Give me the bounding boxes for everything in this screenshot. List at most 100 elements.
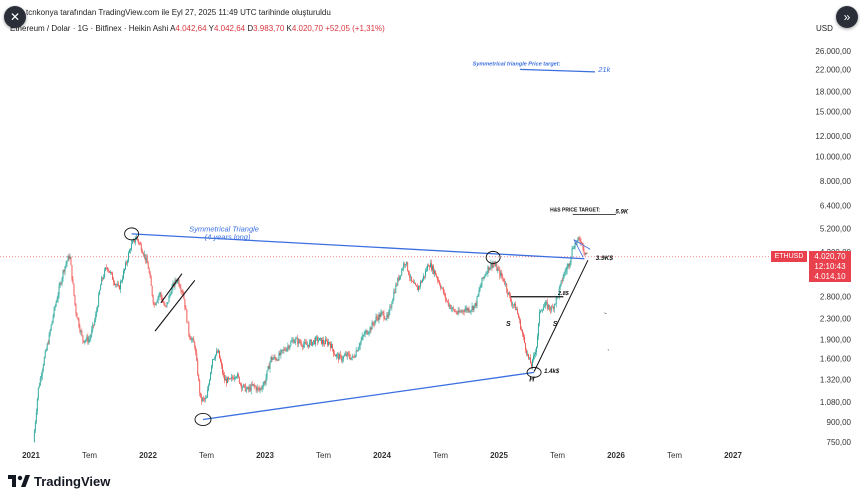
currency-label: USD <box>816 24 833 33</box>
annotation-head: H <box>529 376 535 383</box>
candle-body-up <box>492 263 494 268</box>
candle-body-down <box>466 307 468 311</box>
candle-body-down <box>222 365 223 374</box>
candle-body-down <box>347 352 349 355</box>
annotation-sym_triangle: Symmetrical Triangle <box>189 225 259 234</box>
author-line: tcnkonya tarafından TradingView.com ile … <box>26 8 331 17</box>
candle-body-down <box>356 350 358 352</box>
candle-body-down <box>152 295 154 304</box>
close-button[interactable]: ✕ <box>4 6 26 28</box>
candle-body-down <box>506 283 508 291</box>
candle-body-down <box>528 353 529 359</box>
candle-body-up <box>359 342 361 347</box>
candle-body-up <box>215 354 217 359</box>
candle-body-up <box>529 357 530 359</box>
candle-body-up <box>92 324 94 330</box>
candle-body-up <box>56 299 58 303</box>
candle-body-down <box>327 340 328 345</box>
candle-body-up <box>49 330 51 334</box>
candle-body-up <box>571 248 573 257</box>
candle-body-down <box>447 301 449 306</box>
price-tag-countdown: 12:10:43 <box>809 261 851 272</box>
candle-body-up <box>242 384 244 388</box>
y-tick-label: 750,00 <box>827 438 852 447</box>
candle-body-up <box>346 352 348 357</box>
candle-body-down <box>79 326 81 332</box>
candle-body-up <box>115 284 116 286</box>
candle-body-down <box>114 282 115 285</box>
candle-body-down <box>583 249 585 253</box>
x-tick-label: Tem <box>316 451 331 460</box>
candle-body-up <box>450 308 452 310</box>
candle-body-up <box>480 284 482 288</box>
y-tick-label: 1.600,00 <box>820 354 852 363</box>
candle-body-down <box>305 341 307 344</box>
candle-body-down <box>142 253 144 256</box>
candle-body-up <box>368 332 370 334</box>
candle-body-down <box>249 387 251 391</box>
candle-body-down <box>77 317 79 319</box>
candle-body-down <box>264 381 266 384</box>
candle-body-up <box>296 338 298 340</box>
candle-body-up <box>245 388 247 392</box>
expand-button[interactable]: » <box>836 6 858 28</box>
candle-body-up <box>430 263 431 268</box>
candle-body-down <box>324 343 325 345</box>
candle-body-up <box>545 302 547 303</box>
candle-body-up <box>303 344 305 348</box>
candle-body-down <box>226 378 227 384</box>
candle-body-up <box>168 295 170 303</box>
annotation-hs_target: H&S PRICE TARGET: <box>550 208 600 214</box>
candle-body-up <box>250 384 252 391</box>
candle-body-up <box>62 270 64 279</box>
candle-body-up <box>367 333 369 335</box>
candle-body-up <box>33 431 35 442</box>
candle-body-up <box>420 281 422 287</box>
candle-body-up <box>86 336 88 340</box>
x-tick-label: Tem <box>199 451 214 460</box>
candle-body-up <box>312 341 314 346</box>
candle-body-up <box>206 397 208 399</box>
candle-body-down <box>184 298 186 308</box>
candle-body-up <box>540 310 542 312</box>
annotation-one_four_k: 1.4k$ <box>544 369 560 375</box>
candle-body-down <box>551 306 553 308</box>
candle-body-up <box>39 377 41 386</box>
annotation-five_nine_k: 5.9K <box>616 210 629 216</box>
candle-body-down <box>301 343 303 346</box>
candle-body-up <box>289 345 291 349</box>
candle-body-up <box>159 292 161 295</box>
candle-body-up <box>433 270 435 274</box>
price-tag-second: 4.014,10 <box>809 271 851 282</box>
candle-body-down <box>163 302 165 306</box>
candle-body-up <box>261 388 263 390</box>
candle-body-up <box>43 357 45 366</box>
candle-body-down <box>195 347 197 353</box>
candle-body-down <box>314 340 316 345</box>
candle-body-down <box>337 354 339 360</box>
candle-body-up <box>315 337 317 345</box>
candle-body-up <box>283 349 285 351</box>
candle-body-up <box>85 339 87 341</box>
target-underline <box>520 68 595 73</box>
candle-body-down <box>201 396 203 401</box>
y-tick-label: 22.000,00 <box>815 65 851 74</box>
candle-body-up <box>267 366 269 371</box>
candle-body-down <box>373 323 375 325</box>
candle-body-up <box>536 336 538 347</box>
candle-body-down <box>107 267 109 270</box>
lower-trendline <box>202 371 535 421</box>
tradingview-logo[interactable]: TradingView <box>8 474 110 489</box>
candle-body-down <box>137 239 139 243</box>
candle-body-down <box>297 338 299 344</box>
candle-body-down <box>186 309 188 323</box>
y-tick-label: 1.080,00 <box>820 398 852 407</box>
candle-body-down <box>453 309 455 312</box>
candle-body-up <box>45 349 47 352</box>
candle-body-down <box>442 288 444 294</box>
candle-body-up <box>330 344 332 349</box>
annotation-shoulder_left: S <box>506 321 511 328</box>
annotation-shoulder_right: S <box>553 321 558 328</box>
candle-body-up <box>512 304 514 306</box>
